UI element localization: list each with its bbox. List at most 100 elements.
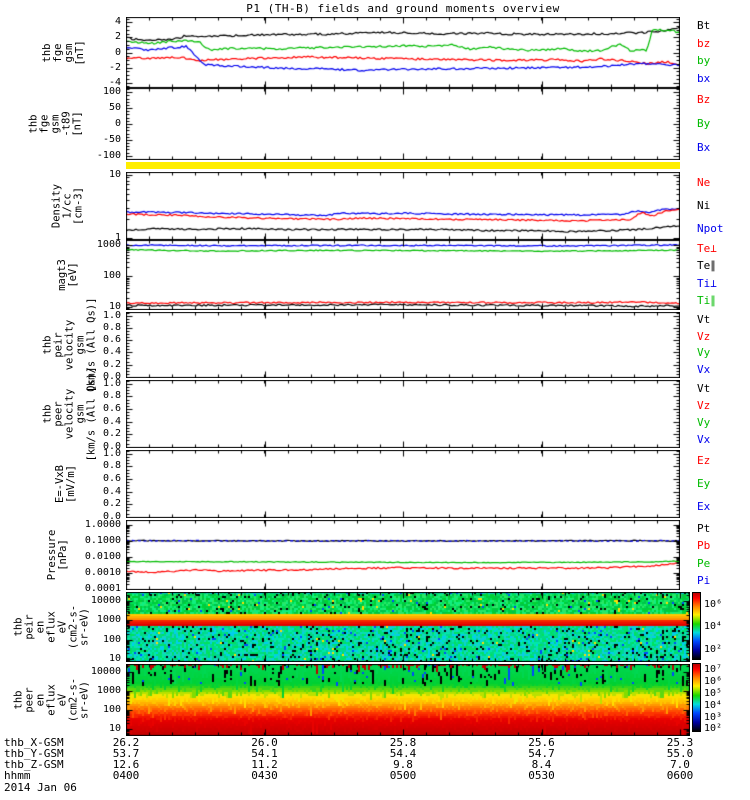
y-tick-label: -100 [96, 149, 121, 161]
colorbar-tick-label: 10³ [704, 711, 723, 723]
bottom-value: 54.1 [251, 747, 278, 760]
panel-bfield-axis-label: thb fge gsm [nT] [41, 39, 86, 66]
panel-vel_ion-canvas [126, 312, 680, 378]
y-tick-label: 0.8 [102, 460, 121, 472]
legend-Vx: Vx [697, 432, 711, 446]
legend-Bt: Bt [697, 18, 711, 32]
y-tick-label: 0.0 [102, 510, 121, 522]
y-tick-label: 10000 [90, 666, 121, 678]
y-tick-label: 2 [114, 31, 121, 43]
y-tick-label: 0.6 [102, 472, 121, 484]
legend-Vt: Vt [697, 313, 711, 327]
y-tick-label: 0.6 [102, 334, 121, 346]
y-tick-label: 1 [114, 231, 121, 243]
y-tick-label: 10 [108, 653, 121, 664]
y-tick-label: 0.8 [102, 321, 121, 333]
y-tick-label: 10000 [90, 595, 121, 607]
y-tick-label: 0 [114, 46, 121, 58]
y-tick-label: 10 [108, 301, 121, 312]
colorbar-tick-label: 10⁴ [704, 699, 723, 711]
y-tick-label: 1.0 [102, 447, 121, 459]
y-tick-label: -50 [102, 133, 121, 145]
bottom-value: 9.8 [393, 758, 413, 771]
y-tick-label: 50 [108, 102, 121, 114]
legend-Npot: Npot [697, 221, 724, 235]
panel-spec_ele-canvas [126, 664, 690, 736]
bottom-value: 0430 [251, 769, 278, 782]
legend-by: by [697, 54, 711, 68]
legend-Vy: Vy [697, 415, 711, 429]
y-tick-label: 0.0 [102, 370, 121, 382]
panel-vel_ele-canvas [126, 380, 680, 448]
bottom-row-label-thb_Z-GSM: thb_Z-GSM [4, 758, 64, 771]
panel-density-canvas [126, 172, 680, 240]
legend-Ni: Ni [697, 199, 711, 212]
date-label: 2014 Jan 06 [4, 781, 77, 794]
y-tick-label: 10 [108, 168, 121, 180]
panel-density-axis-label: Density 1/cc [cm-3] [50, 183, 85, 229]
colorbar-tick-label: 10⁴ [704, 621, 723, 633]
legend-Te∥: Te∥ [697, 259, 716, 273]
panel-pressure-axis-label: Pressure [nPa] [46, 529, 69, 581]
bottom-value: 54.7 [528, 747, 555, 760]
y-tick-label: 0.6 [102, 402, 121, 414]
bottom-value: 53.7 [112, 747, 140, 760]
y-tick-label: 0 [114, 118, 121, 129]
colorbar-1 [692, 663, 701, 732]
y-tick-label: 1000 [96, 684, 121, 696]
y-tick-label: 0.4 [102, 346, 121, 358]
panel-spec_ion-canvas [126, 592, 690, 662]
bottom-value: 0500 [389, 769, 417, 782]
y-tick-label: 0.4 [102, 485, 121, 497]
y-tick-label: 1000 [96, 239, 121, 251]
y-tick-label: 1000 [96, 614, 121, 626]
legend-Pe: Pe [697, 556, 711, 570]
panel-temp-canvas [126, 240, 680, 310]
panel-efield-canvas [126, 450, 680, 518]
legend-Ti⊥: Ti⊥ [697, 276, 717, 290]
colorbar-tick-label: 10² [704, 723, 723, 735]
legend-Pb: Pb [697, 539, 711, 553]
y-tick-label: -2 [108, 61, 121, 73]
legend-Vz: Vz [697, 329, 711, 343]
legend-bz: bz [697, 36, 711, 50]
y-tick-label: 100 [102, 270, 121, 282]
colorbar-tick-label: 10⁶ [704, 598, 723, 610]
legend-Vx: Vx [697, 362, 711, 376]
y-tick-label: 1.0 [102, 377, 121, 389]
bottom-value: 55.0 [666, 747, 694, 760]
y-tick-label: 0.0100 [84, 550, 121, 562]
legend-Vy: Vy [697, 346, 711, 360]
bottom-value: 54.4 [389, 747, 417, 760]
legend-bx: bx [697, 72, 711, 86]
y-tick-label: 4 [114, 16, 121, 28]
y-tick-label: 0.2 [102, 358, 121, 370]
legend-Te⊥: Te⊥ [697, 241, 717, 255]
legend-By: By [697, 117, 711, 130]
bottom-value: 25.6 [528, 736, 555, 749]
bottom-value: 25.3 [666, 736, 694, 749]
page-title: P1 (TH-B) fields and ground moments over… [246, 2, 560, 15]
y-tick-label: 0.0 [102, 440, 121, 452]
bottom-value: 25.8 [389, 736, 417, 749]
bottom-row-label-hhmm: hhmm [4, 769, 31, 782]
panel-pressure-canvas [126, 520, 680, 590]
y-tick-label: 10 [108, 722, 121, 734]
legend-Vz: Vz [697, 398, 711, 412]
panel-bfield-canvas [126, 17, 680, 88]
colorbar-0 [692, 592, 701, 660]
bottom-value: 0600 [666, 769, 694, 782]
y-tick-label: 0.0010 [84, 566, 121, 578]
y-tick-label: 1.0000 [84, 518, 121, 530]
y-tick-label: 100 [102, 86, 121, 98]
y-tick-label: 1.0 [102, 309, 121, 321]
y-tick-label: 0.0001 [84, 583, 121, 595]
legend-Pt: Pt [697, 521, 711, 535]
bottom-row-label-thb_Y-GSM: thb_Y-GSM [4, 747, 64, 760]
bottom-value: 0530 [528, 769, 555, 782]
y-tick-label: 100 [102, 703, 121, 715]
panel-temp-axis-label: magt3 [eV] [56, 259, 79, 291]
panel-efield-axis-label: E=-VxB [mV/m] [54, 465, 77, 503]
colorbar-tick-label: 10⁷ [704, 663, 723, 675]
y-tick-label: -4 [108, 76, 121, 88]
